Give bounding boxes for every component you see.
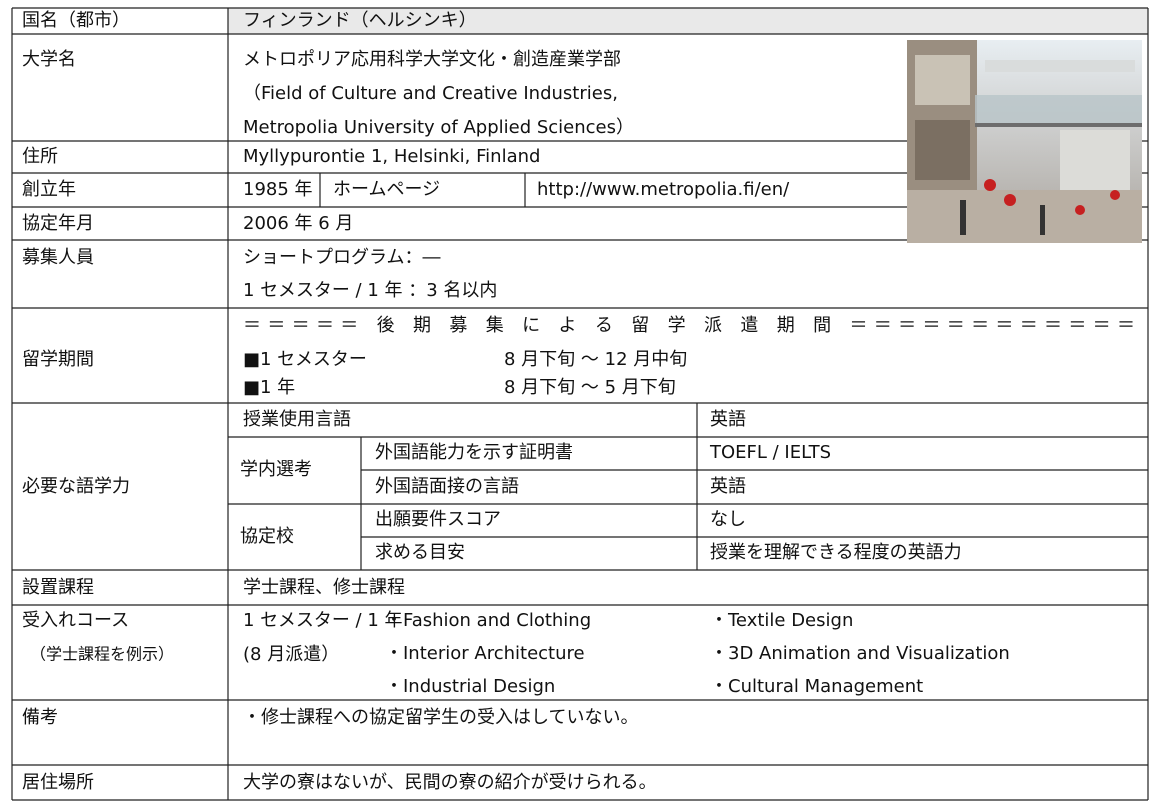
row-label: 留学期間 [22,349,94,370]
row-label: 大学名 [22,49,76,70]
row-label: 募集人員 [22,247,94,268]
language-group: 協定校 [240,526,294,547]
country-value: フィンランド（ヘルシンキ） [243,10,477,31]
campus-photo [907,40,1142,243]
row-label: 国名（都市） [22,10,130,31]
language-group: 学内選考 [240,459,312,480]
period-heading: ＝＝＝＝＝ 後 期 募 集 に よ る 留 学 派 遣 期 間 ＝＝＝＝＝＝＝＝… [243,315,1135,336]
courses-term: 1 セメスター / 1 年 [243,610,403,631]
period-term: ■1 セメスター [243,349,367,370]
language-value: 英語 [710,476,746,497]
university-line: Metropolia University of Applied Science… [243,117,634,138]
table-grid [11,7,1149,801]
course-item: ・Textile Design [710,610,853,631]
row-label: 住所 [22,146,58,167]
row-label: 受入れコース [22,610,129,631]
row-label: 備考 [22,707,58,728]
recruitment-line: 1 セメスター / 1 年 ：3 名以内 [243,280,497,301]
language-value: 英語 [710,409,746,430]
language-value: TOEFL / IELTS [709,442,831,463]
period-dates: 8 月下旬 ～ 5 月下旬 [504,377,676,398]
row-label: 必要な語学力 [22,476,130,497]
course-item: ・Interior Architecture [385,643,585,664]
language-value: なし [710,509,746,530]
recruitment-line: ショートプログラム：― [243,247,440,268]
notes-value: ・修士課程への協定留学生の受入はしていない。 [243,707,638,728]
row-sublabel: （学士課程を例示） [30,645,174,664]
residence-value: 大学の寮はないが、民間の寮の紹介が受けられる。 [243,772,657,793]
language-item: 求める目安 [375,542,465,563]
university-line: メトロポリア応用科学大学文化・創造産業学部 [243,49,621,70]
course-item: ・3D Animation and Visualization [710,643,1010,664]
language-item: 外国語面接の言語 [375,476,519,497]
university-line: （Field of Culture and Creative Industrie… [243,83,618,104]
language-item: 授業使用言語 [243,409,351,430]
agreement-value: 2006 年 6 月 [243,213,353,234]
language-item: 外国語能力を示す証明書 [375,442,573,463]
header-cell-bg [228,8,1148,34]
period-term: ■1 年 [243,377,295,398]
period-dates: 8 月下旬 ～ 12 月中旬 [504,349,687,370]
row-label: 創立年 [22,179,76,200]
row-label: 居住場所 [22,772,94,793]
language-item: 出願要件スコア [375,509,501,530]
language-value: 授業を理解できる程度の英語力 [710,542,962,563]
homepage-url: http://www.metropolia.fi/en/ [537,179,790,200]
course-item: ・Industrial Design [385,676,555,697]
row-label: 設置課程 [22,577,94,598]
row-label: 協定年月 [22,213,94,234]
course-item: ・Cultural Management [710,676,923,697]
founded-value: 1985 年 [243,179,313,200]
homepage-label: ホームページ [333,179,440,200]
programs-value: 学士課程、修士課程 [243,577,405,598]
courses-dispatch: (8 月派遣） [243,644,339,665]
course-item: ・Fashion and Clothing [385,610,591,631]
address-value: Myllypurontie 1, Helsinki, Finland [243,146,540,167]
